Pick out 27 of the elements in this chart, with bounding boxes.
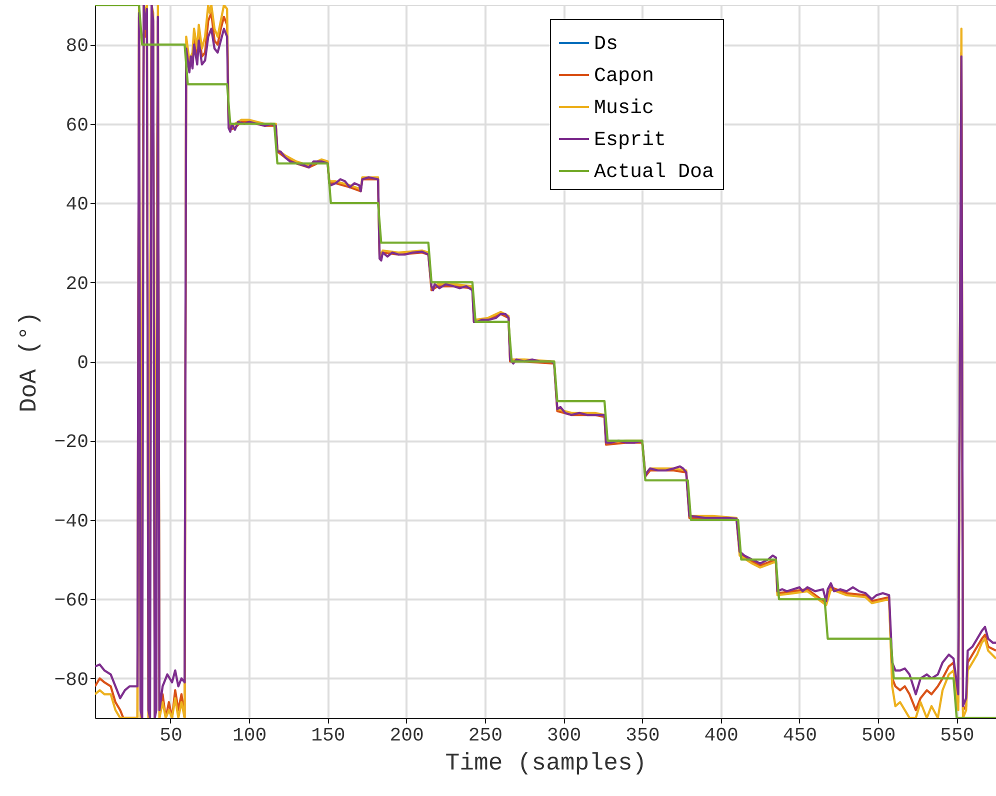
x-tick-label: 500	[861, 724, 896, 746]
x-tick-label: 350	[626, 724, 660, 746]
x-tick-label: 300	[546, 724, 582, 746]
x-tick-label: 550	[940, 724, 974, 746]
x-tick-label: 50	[160, 724, 182, 746]
x-tick-label: 400	[704, 724, 738, 746]
y-tick-label: −20	[54, 431, 88, 454]
y-tick-label: 60	[66, 114, 88, 136]
y-axis-title: DoA (°)	[16, 312, 44, 412]
legend-label: Esprit	[594, 129, 666, 152]
x-axis-title: Time (samples)	[445, 750, 647, 778]
y-tick-label: 20	[66, 272, 88, 295]
legend-label: Actual Doa	[594, 161, 714, 184]
x-tick-label: 250	[468, 724, 503, 746]
y-tick-label: −60	[54, 590, 88, 612]
legend-label: Capon	[594, 65, 654, 88]
y-tick-label: −80	[54, 668, 88, 691]
legend-label: Music	[594, 97, 654, 120]
x-tick-label: 100	[232, 724, 267, 746]
x-tick-label: 200	[390, 724, 424, 746]
x-tick-label: 150	[311, 724, 346, 746]
x-tick-label: 450	[782, 724, 818, 746]
y-tick-label: −40	[54, 510, 88, 532]
y-tick-label: 40	[66, 194, 88, 216]
y-tick-label: 80	[66, 35, 88, 58]
legend-label: Ds	[594, 33, 618, 56]
y-tick-label: 0	[77, 352, 88, 374]
